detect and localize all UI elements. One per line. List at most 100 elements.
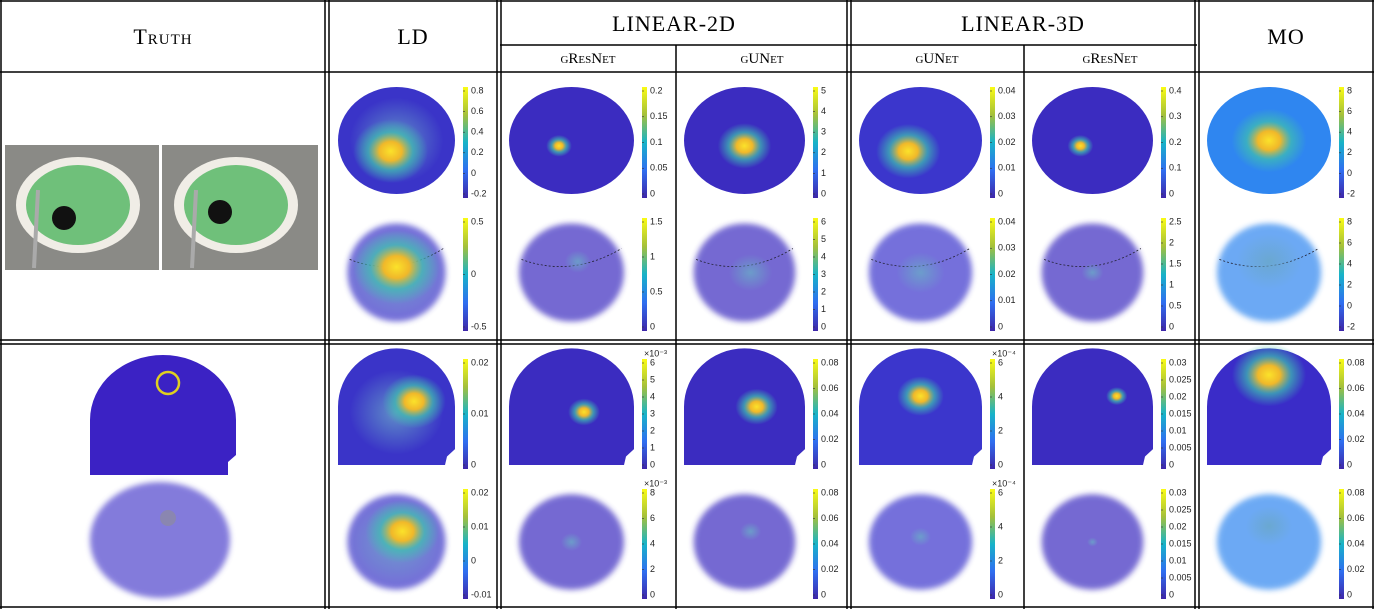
hotspot xyxy=(353,119,428,183)
colorbar xyxy=(1339,218,1344,331)
colorbar-label: 0.1 xyxy=(1169,163,1182,173)
colorbar-label: 0.02 xyxy=(1347,434,1365,444)
result-image xyxy=(1217,223,1321,321)
result-image xyxy=(1032,348,1153,465)
colorbar-label: -2 xyxy=(1347,188,1355,198)
truth-photo xyxy=(5,145,318,270)
result-image xyxy=(1042,494,1144,589)
colorbar-label: 2 xyxy=(1347,279,1352,289)
colorbar-label: 4 xyxy=(821,106,826,116)
colorbar-label: 6 xyxy=(1347,237,1352,247)
colorbar-label: 0 xyxy=(998,459,1003,469)
hotspot xyxy=(546,135,572,157)
hotspot xyxy=(1236,234,1301,290)
colorbar-label: 0.02 xyxy=(1169,391,1187,401)
colorbar-label: 0 xyxy=(471,269,476,279)
hotspot xyxy=(910,528,931,546)
colorbar-label: 0.06 xyxy=(1347,513,1365,523)
hotspot xyxy=(740,522,761,540)
colorbar-label: 0 xyxy=(998,321,1003,331)
colorbar-label: 2 xyxy=(650,425,655,435)
hotspot xyxy=(365,500,439,563)
colorbar-label: 6 xyxy=(1347,106,1352,116)
hotspot xyxy=(735,389,777,425)
colorbar-label: 0 xyxy=(471,555,476,565)
colorbar-exponent: ×10⁻³ xyxy=(644,348,667,358)
result-image xyxy=(509,87,634,194)
result-image xyxy=(869,494,972,589)
hotspot xyxy=(1087,537,1098,546)
colorbar-label: 0.01 xyxy=(998,163,1016,173)
colorbar-label: 3 xyxy=(821,127,826,137)
colorbar-label: -2 xyxy=(1347,321,1355,331)
column-title: Truth xyxy=(133,24,192,49)
colorbar-label: 0.06 xyxy=(1347,383,1365,393)
colorbar-label: 0 xyxy=(1347,459,1352,469)
column-subtitle: gResNet xyxy=(560,51,615,67)
colorbar-exponent: ×10⁻⁴ xyxy=(992,478,1016,488)
colorbar xyxy=(990,359,995,469)
colorbar-label: 0 xyxy=(1169,188,1174,198)
colorbar-label: 4 xyxy=(650,538,655,548)
phantom-shape xyxy=(1032,348,1153,465)
colorbar-label: 0.015 xyxy=(1169,538,1192,548)
colorbar-label: 2 xyxy=(650,564,655,574)
colorbar-label: 2 xyxy=(1347,147,1352,157)
colorbar-label: 0.08 xyxy=(821,487,839,497)
colorbar-label: 0.6 xyxy=(471,106,484,116)
colorbar-label: 0.02 xyxy=(821,434,839,444)
colorbar-label: 8 xyxy=(650,487,655,497)
colorbar-label: 0 xyxy=(650,589,655,599)
colorbar-label: 6 xyxy=(821,216,826,226)
column-subtitle: gUNet xyxy=(740,51,783,67)
colorbar-label: -0.01 xyxy=(471,589,492,599)
colorbar-label: 6 xyxy=(650,513,655,523)
hotspot xyxy=(876,124,940,179)
result-image xyxy=(347,223,445,321)
colorbar-label: 0.1 xyxy=(650,137,663,147)
hotspot xyxy=(897,376,944,416)
hotspot xyxy=(729,254,773,291)
result-image xyxy=(1032,87,1153,194)
colorbar-label: 0.3 xyxy=(1169,111,1182,121)
hotspot xyxy=(565,250,591,272)
colorbar-label: 0.4 xyxy=(1169,85,1182,95)
colorbar-label: 6 xyxy=(650,357,655,367)
colorbar-label: 8 xyxy=(1347,216,1352,226)
colorbar-label: 0.01 xyxy=(1169,425,1187,435)
colorbar-label: -0.2 xyxy=(471,188,487,198)
colorbar-label: 4 xyxy=(1347,258,1352,268)
result-image xyxy=(859,87,982,194)
colorbar-label: 0.04 xyxy=(821,538,839,548)
colorbar xyxy=(463,489,468,599)
result-image xyxy=(509,348,634,465)
colorbar-label: 0.02 xyxy=(471,487,489,497)
result-image xyxy=(519,223,624,321)
colorbar-label: 4 xyxy=(1347,127,1352,137)
hotspot xyxy=(1106,387,1127,405)
column-subtitle: gUNet xyxy=(915,51,958,67)
colorbar-label: 0.04 xyxy=(1347,408,1365,418)
column-title: LD xyxy=(397,24,428,49)
colorbar-label: 0.03 xyxy=(1169,487,1187,497)
result-image xyxy=(347,494,445,589)
result-image xyxy=(338,348,455,465)
colorbar xyxy=(990,489,995,599)
colorbar-label: 5 xyxy=(821,234,826,244)
colorbar xyxy=(1339,87,1344,198)
colorbar-label: 0.2 xyxy=(471,147,484,157)
colorbar-label: 0.06 xyxy=(821,513,839,523)
column-title: LINEAR-2D xyxy=(612,11,736,36)
colorbar-label: 0 xyxy=(821,188,826,198)
colorbar-label: 8 xyxy=(1347,85,1352,95)
colorbar-label: 3 xyxy=(650,408,655,418)
colorbar-label: 0.06 xyxy=(821,383,839,393)
colorbar-label: 0 xyxy=(821,459,826,469)
colorbar-label: 4 xyxy=(998,391,1003,401)
colorbar-label: 1 xyxy=(821,304,826,314)
result-image xyxy=(694,223,796,321)
result-image xyxy=(1207,343,1331,465)
colorbar-label: 0 xyxy=(1169,459,1174,469)
result-image xyxy=(684,348,805,465)
colorbar-label: 1 xyxy=(821,168,826,178)
